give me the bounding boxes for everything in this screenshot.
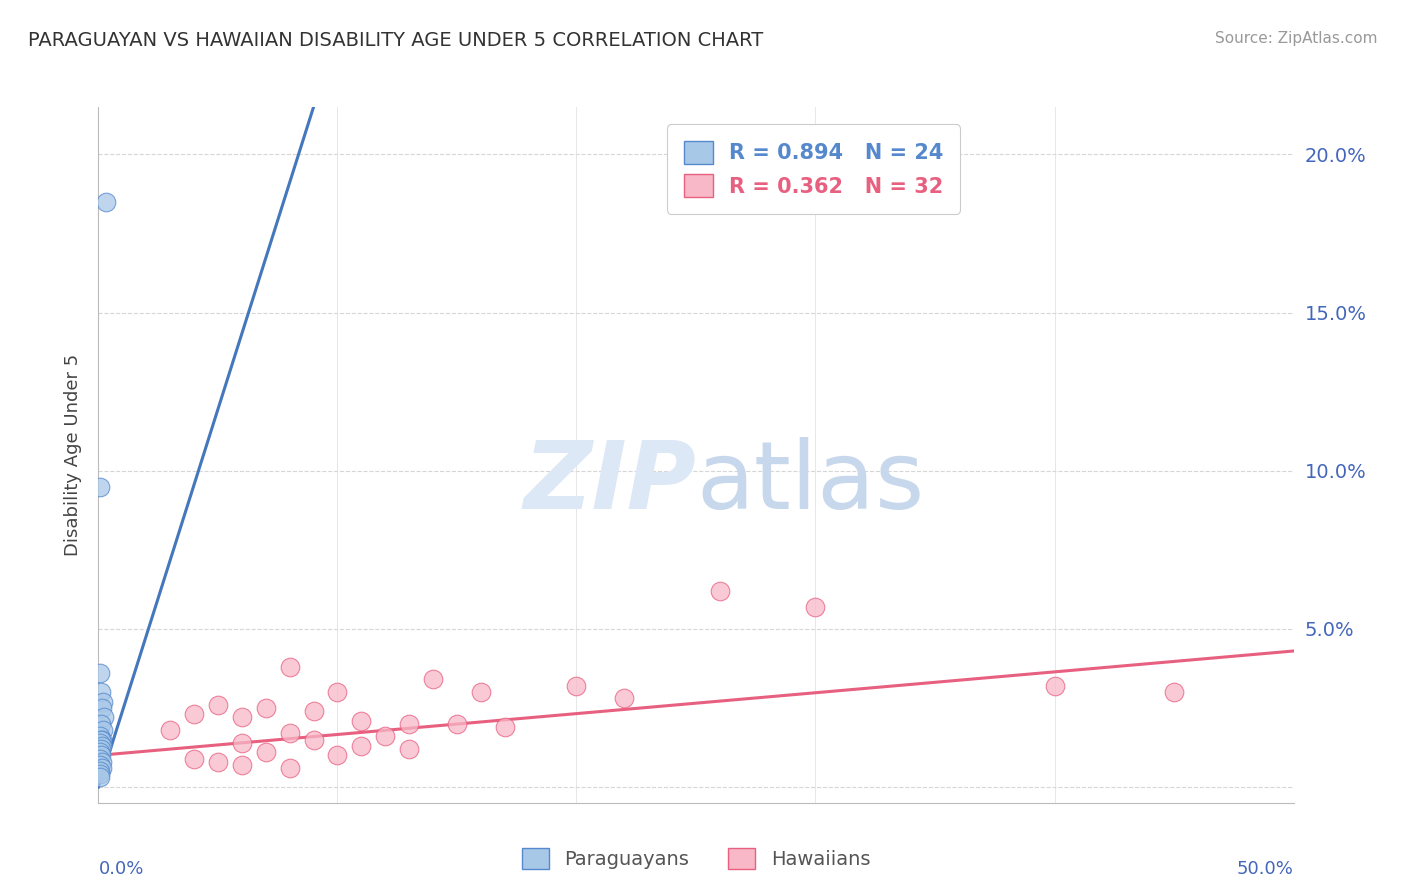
- Point: [804, 599, 827, 614]
- Point: [398, 742, 420, 756]
- Point: [90, 742, 112, 756]
- Point: [89, 736, 111, 750]
- Point: [91, 701, 114, 715]
- Point: [94, 194, 117, 209]
- Point: [91, 761, 114, 775]
- Point: [494, 720, 516, 734]
- Text: ZIP: ZIP: [523, 437, 696, 529]
- Point: [302, 704, 325, 718]
- Point: [207, 698, 229, 712]
- Point: [350, 714, 373, 728]
- Point: [183, 751, 205, 765]
- Point: [89, 764, 111, 779]
- Text: Source: ZipAtlas.com: Source: ZipAtlas.com: [1215, 31, 1378, 46]
- Point: [326, 685, 349, 699]
- Point: [90, 732, 112, 747]
- Point: [446, 716, 468, 731]
- Point: [89, 757, 111, 772]
- Point: [254, 701, 277, 715]
- Point: [398, 716, 420, 731]
- Point: [89, 767, 111, 781]
- Point: [278, 726, 301, 740]
- Text: atlas: atlas: [696, 437, 924, 529]
- Point: [350, 739, 373, 753]
- Point: [278, 761, 301, 775]
- Point: [89, 730, 111, 744]
- Point: [91, 755, 114, 769]
- Point: [89, 666, 111, 681]
- Point: [90, 716, 112, 731]
- Point: [254, 745, 277, 759]
- Point: [89, 751, 111, 765]
- Point: [183, 707, 205, 722]
- Point: [565, 679, 588, 693]
- Point: [231, 757, 253, 772]
- Point: [231, 736, 253, 750]
- Point: [89, 771, 111, 785]
- Point: [422, 673, 444, 687]
- Point: [91, 723, 114, 737]
- Text: 0.0%: 0.0%: [98, 860, 143, 878]
- Point: [1043, 679, 1066, 693]
- Point: [90, 748, 112, 763]
- Point: [89, 479, 111, 493]
- Point: [93, 710, 115, 724]
- Point: [159, 723, 181, 737]
- Text: PARAGUAYAN VS HAWAIIAN DISABILITY AGE UNDER 5 CORRELATION CHART: PARAGUAYAN VS HAWAIIAN DISABILITY AGE UN…: [28, 31, 763, 50]
- Point: [1163, 685, 1185, 699]
- Point: [207, 755, 229, 769]
- Point: [709, 583, 731, 598]
- Point: [470, 685, 492, 699]
- Point: [374, 730, 396, 744]
- Legend: Paraguayans, Hawaiians: Paraguayans, Hawaiians: [513, 840, 879, 877]
- Y-axis label: Disability Age Under 5: Disability Age Under 5: [63, 354, 82, 556]
- Point: [90, 685, 112, 699]
- Point: [326, 748, 349, 763]
- Point: [613, 691, 636, 706]
- Point: [91, 739, 114, 753]
- Point: [302, 732, 325, 747]
- Text: 50.0%: 50.0%: [1237, 860, 1294, 878]
- Point: [231, 710, 253, 724]
- Point: [278, 660, 301, 674]
- Point: [91, 695, 114, 709]
- Point: [91, 732, 114, 747]
- Point: [89, 745, 111, 759]
